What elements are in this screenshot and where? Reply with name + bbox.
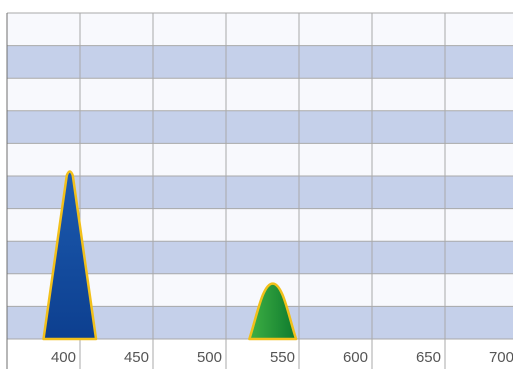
background-band xyxy=(7,208,513,242)
x-tick-label: 650 xyxy=(416,349,441,366)
x-tick-label: 500 xyxy=(197,349,222,366)
background-band xyxy=(7,241,513,274)
peaks xyxy=(42,170,298,341)
background-band xyxy=(7,45,513,79)
axis-strip xyxy=(0,339,513,369)
x-tick-label: 550 xyxy=(270,349,295,366)
x-tick-label: 450 xyxy=(124,349,149,366)
top-margin xyxy=(0,0,513,13)
peak-series-1 xyxy=(42,170,98,341)
background-band xyxy=(7,13,513,46)
background-band xyxy=(7,78,513,111)
background-band xyxy=(7,110,513,144)
x-tick-label: 700 xyxy=(489,349,513,366)
x-tick-label: 600 xyxy=(343,349,368,366)
x-axis-ticks: 400 450 500 550 600 650 700 xyxy=(51,349,513,366)
background-band xyxy=(7,176,513,209)
x-tick-label: 400 xyxy=(51,349,76,366)
peak-series-2 xyxy=(248,282,298,341)
background-band xyxy=(7,143,513,176)
